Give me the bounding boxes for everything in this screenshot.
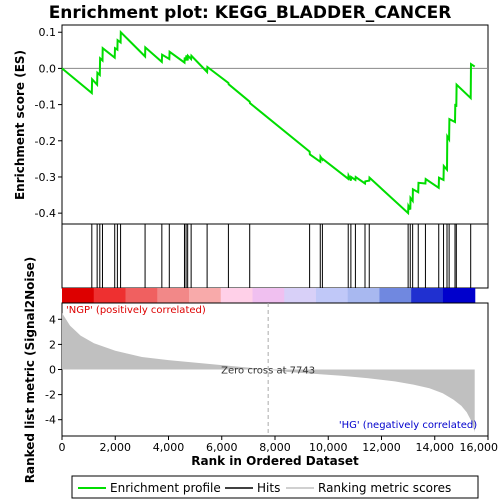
x-tick-label: 14,000	[416, 441, 455, 454]
metric-y-tick-label: 2	[49, 338, 56, 351]
x-tick-label: 2,000	[100, 441, 132, 454]
es-y-tick-label: -0.4	[35, 207, 56, 220]
negative-correlation-label: 'HG' (negatively correlated)	[339, 420, 477, 431]
es-y-tick-label: 0.0	[39, 62, 57, 75]
x-axis-label: Rank in Ordered Dataset	[191, 454, 359, 468]
legend: Enrichment profile Hits Ranking metric s…	[71, 475, 479, 499]
colorbar-segment	[379, 288, 412, 303]
x-tick-label: 12,000	[362, 441, 401, 454]
colorbar-segment	[220, 288, 254, 303]
colorbar-segment	[252, 288, 285, 303]
hit-marks	[91, 224, 472, 288]
es-y-tick-label: -0.2	[35, 135, 56, 148]
enrichment-profile-line	[61, 29, 476, 216]
legend-label-hits: Hits	[257, 481, 280, 495]
metric-y-axis-label: Ranked list metric (Signal2Noise)	[23, 257, 37, 484]
colorbar-segment	[188, 288, 222, 303]
x-tick-label: 4,000	[153, 441, 185, 454]
chart-title: Enrichment plot: KEGG_BLADDER_CANCER	[49, 3, 452, 23]
x-tick-label: 0	[59, 441, 66, 454]
rank-colorbar	[62, 288, 476, 303]
metric-y-tick-label: -2	[45, 389, 56, 402]
es-y-tick-label: -0.1	[35, 99, 56, 112]
colorbar-segment	[62, 288, 95, 303]
x-tick-label: 6,000	[206, 441, 238, 454]
metric-y-tick-label: 0	[49, 364, 56, 377]
colorbar-segment	[93, 288, 127, 303]
legend-label-metric: Ranking metric scores	[318, 481, 451, 495]
colorbar-segment	[157, 288, 190, 303]
positive-correlation-label: 'NGP' (positively correlated)	[66, 305, 206, 316]
es-y-ticks: 0.1 0.0 -0.1 -0.2 -0.3 -0.4	[35, 26, 62, 220]
ranking-metric-area	[62, 313, 475, 433]
colorbar-segment	[442, 288, 476, 303]
colorbar-segment	[411, 288, 444, 303]
x-tick-label: 8,000	[259, 441, 291, 454]
hits-panel-frame	[61, 223, 489, 289]
x-ticks: 0 2,000 4,000 6,000 8,000 10,000 12,000 14,000 1…	[59, 436, 499, 454]
colorbar-segment	[347, 288, 381, 303]
legend-label-enrichment: Enrichment profile	[110, 481, 221, 495]
x-tick-label: 16,000	[460, 441, 499, 454]
colorbar-segment	[284, 288, 317, 303]
metric-y-tick-label: 4	[49, 313, 56, 326]
es-y-tick-label: -0.3	[35, 171, 56, 184]
legend-box	[71, 475, 479, 499]
x-tick-label: 10,000	[309, 441, 348, 454]
es-y-axis-label: Enrichment score (ES)	[13, 50, 27, 200]
es-y-tick-label: 0.1	[39, 26, 57, 39]
metric-y-ticks: 4 2 0 -2 -4	[45, 313, 62, 427]
metric-y-tick-label: -4	[45, 414, 56, 427]
colorbar-segment	[315, 288, 349, 303]
zero-cross-label: Zero cross at 7743	[221, 366, 315, 377]
colorbar-segment	[125, 288, 158, 303]
